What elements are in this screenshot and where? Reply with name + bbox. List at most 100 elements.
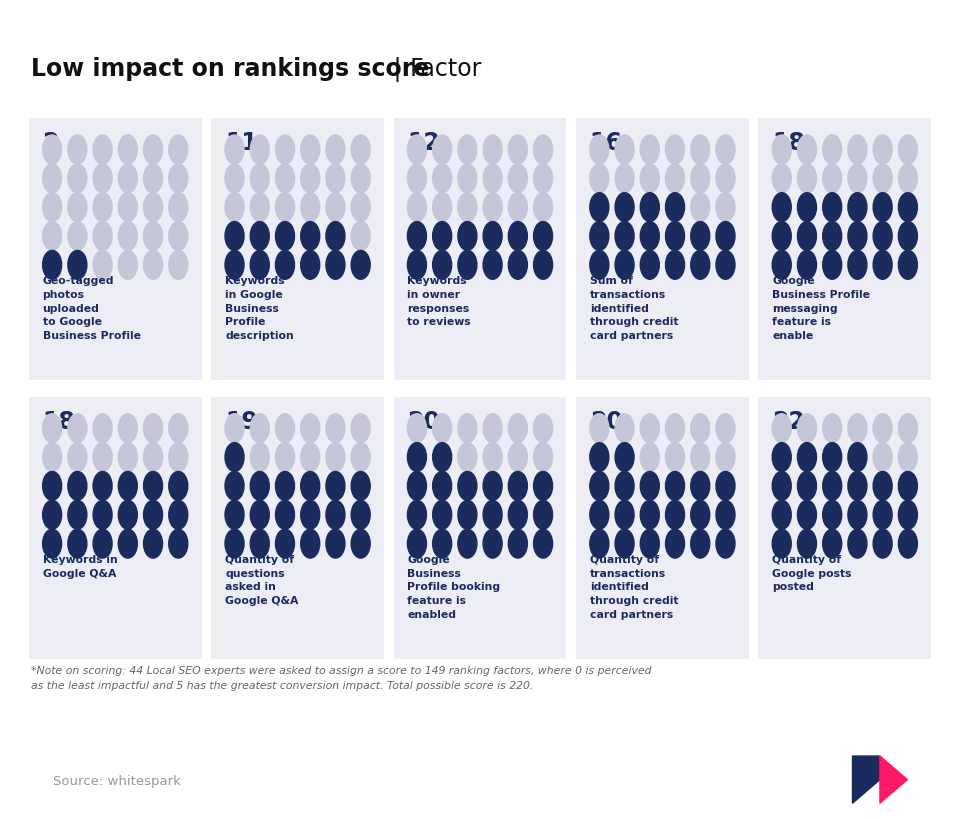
Circle shape (144, 136, 162, 165)
Circle shape (665, 472, 684, 500)
Circle shape (534, 414, 553, 443)
Circle shape (225, 193, 244, 222)
Circle shape (276, 136, 295, 165)
Circle shape (716, 530, 735, 559)
Circle shape (326, 222, 345, 251)
Circle shape (351, 222, 371, 251)
Circle shape (509, 222, 527, 251)
Circle shape (823, 136, 842, 165)
Circle shape (433, 414, 451, 443)
Circle shape (874, 222, 892, 251)
Circle shape (691, 443, 709, 472)
Circle shape (899, 165, 918, 193)
Circle shape (798, 222, 816, 251)
Circle shape (874, 414, 892, 443)
Circle shape (798, 136, 816, 165)
Circle shape (483, 500, 502, 530)
Circle shape (640, 500, 660, 530)
Circle shape (93, 443, 112, 472)
Circle shape (326, 414, 345, 443)
Circle shape (798, 193, 816, 222)
Circle shape (848, 251, 867, 280)
Circle shape (772, 472, 791, 500)
Circle shape (251, 165, 269, 193)
Circle shape (823, 443, 842, 472)
Circle shape (351, 530, 371, 559)
Polygon shape (880, 756, 907, 803)
Circle shape (169, 251, 188, 280)
Text: Low impact on rankings score: Low impact on rankings score (31, 57, 429, 81)
Circle shape (823, 165, 842, 193)
Text: Google
Business
Profile booking
feature is
enabled: Google Business Profile booking feature … (407, 554, 500, 619)
Circle shape (93, 222, 112, 251)
Text: Factor: Factor (410, 57, 482, 81)
Circle shape (351, 443, 371, 472)
Circle shape (483, 472, 502, 500)
Circle shape (509, 500, 527, 530)
Circle shape (407, 222, 426, 251)
Circle shape (42, 414, 61, 443)
Circle shape (874, 500, 892, 530)
Circle shape (225, 443, 244, 472)
Circle shape (68, 530, 86, 559)
Circle shape (144, 193, 162, 222)
Circle shape (433, 136, 451, 165)
Circle shape (534, 500, 553, 530)
Text: Geo-tagged
photos
uploaded
to Google
Business Profile: Geo-tagged photos uploaded to Google Bus… (42, 276, 140, 341)
Circle shape (276, 222, 295, 251)
Text: 18: 18 (772, 130, 805, 155)
Circle shape (93, 251, 112, 280)
Circle shape (93, 165, 112, 193)
Circle shape (691, 530, 709, 559)
Circle shape (225, 251, 244, 280)
Circle shape (848, 414, 867, 443)
Circle shape (276, 414, 295, 443)
Circle shape (665, 530, 684, 559)
Text: 2: 2 (42, 130, 59, 155)
Circle shape (300, 193, 320, 222)
Circle shape (407, 443, 426, 472)
Circle shape (326, 530, 345, 559)
Circle shape (458, 500, 477, 530)
Circle shape (326, 193, 345, 222)
Circle shape (615, 222, 634, 251)
Circle shape (640, 443, 660, 472)
Circle shape (433, 193, 451, 222)
Circle shape (716, 472, 735, 500)
Circle shape (300, 443, 320, 472)
Circle shape (42, 136, 61, 165)
Circle shape (874, 136, 892, 165)
Circle shape (798, 472, 816, 500)
Circle shape (899, 530, 918, 559)
Circle shape (458, 193, 477, 222)
Circle shape (615, 500, 634, 530)
Circle shape (483, 530, 502, 559)
Circle shape (433, 165, 451, 193)
Text: 22: 22 (772, 409, 805, 433)
Circle shape (509, 193, 527, 222)
Circle shape (169, 530, 188, 559)
Circle shape (42, 530, 61, 559)
Circle shape (509, 443, 527, 472)
Circle shape (351, 193, 371, 222)
Circle shape (615, 472, 634, 500)
Circle shape (225, 222, 244, 251)
Circle shape (407, 530, 426, 559)
Circle shape (640, 193, 660, 222)
Circle shape (772, 530, 791, 559)
Circle shape (144, 443, 162, 472)
Circle shape (823, 500, 842, 530)
Circle shape (169, 500, 188, 530)
Circle shape (534, 251, 553, 280)
Circle shape (716, 414, 735, 443)
Circle shape (251, 222, 269, 251)
Circle shape (169, 472, 188, 500)
Circle shape (534, 165, 553, 193)
Circle shape (118, 136, 137, 165)
Circle shape (534, 193, 553, 222)
Circle shape (225, 472, 244, 500)
Circle shape (300, 472, 320, 500)
Circle shape (326, 500, 345, 530)
Circle shape (351, 251, 371, 280)
Circle shape (665, 165, 684, 193)
